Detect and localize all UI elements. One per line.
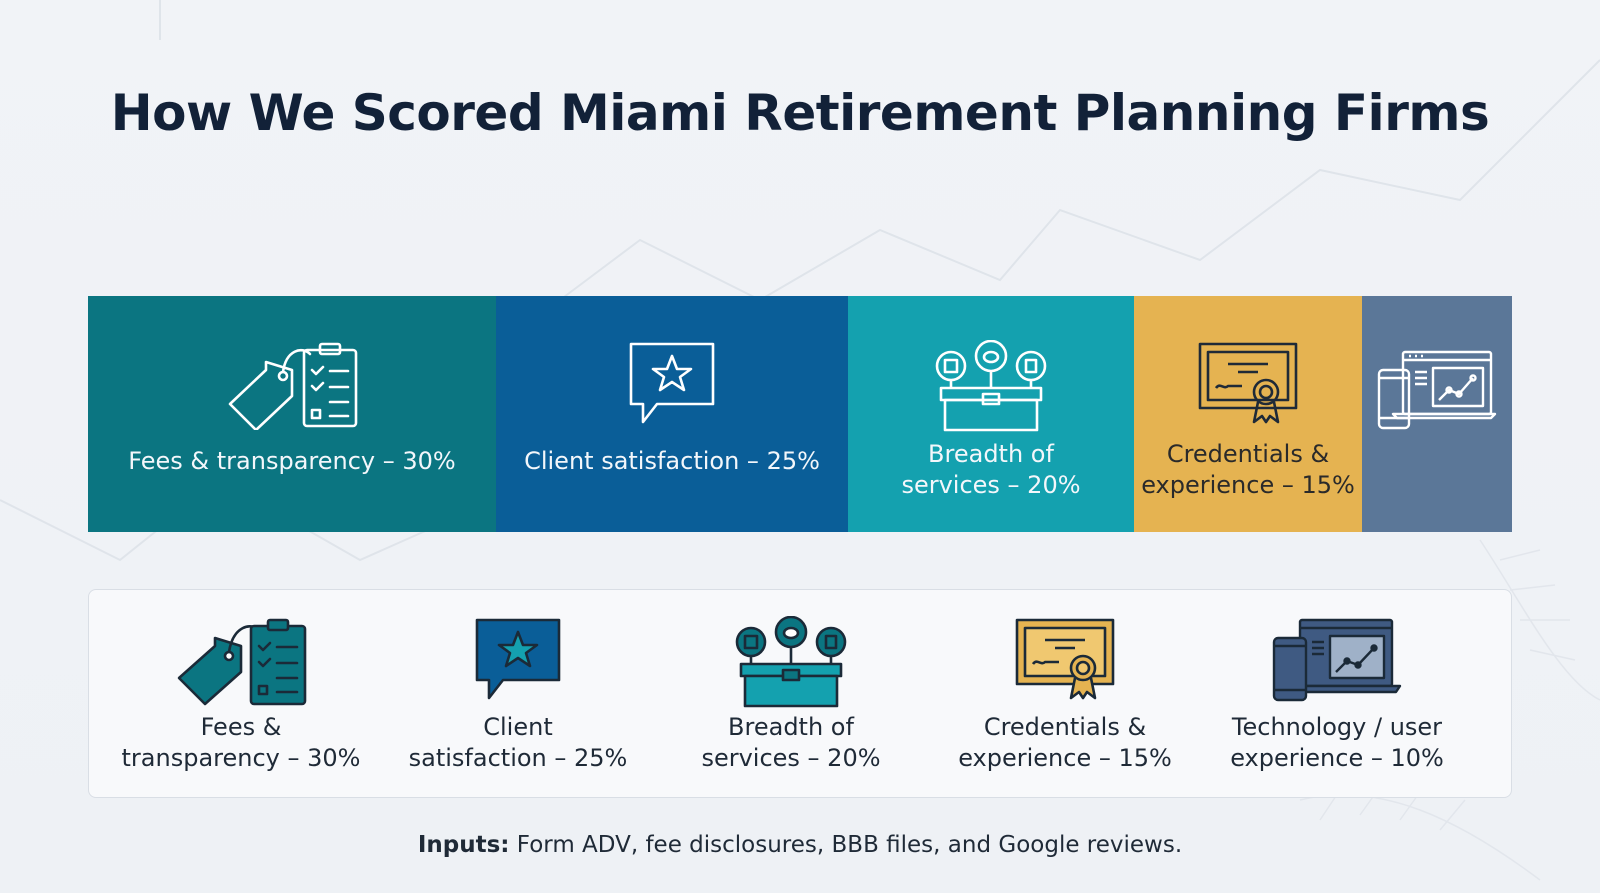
banner-segment-technology: [1362, 296, 1512, 532]
criteria-card: Fees & transparency – 30% Client satisfa…: [88, 589, 1512, 798]
services-toolbox-icon: [733, 615, 849, 712]
services-toolbox-icon: [933, 339, 1049, 436]
criterion-fees-line1: Fees &: [200, 713, 282, 741]
banner-segment-client: Client satisfaction – 25%: [496, 296, 848, 532]
banner-label-client: Client satisfaction – 25%: [524, 447, 820, 475]
inputs-footnote: Inputs: Form ADV, fee disclosures, BBB f…: [0, 832, 1600, 858]
criterion-breadth-line2: services – 20%: [701, 744, 881, 772]
footnote-label: Inputs:: [417, 832, 510, 858]
footnote-text: Form ADV, fee disclosures, BBB files, an…: [509, 832, 1183, 858]
star-speech-bubble-icon: [473, 616, 563, 706]
certificate-icon: [1015, 616, 1115, 706]
price-tag-checklist-icon: [224, 340, 360, 434]
banner-segment-credentials: Credentials & experience – 15%: [1134, 296, 1362, 532]
devices-chart-icon: [1272, 616, 1402, 706]
price-tag-checklist-icon: [173, 616, 309, 710]
banner-segment-breadth: Breadth of services – 20%: [848, 296, 1134, 532]
criterion-credentials-line2: experience – 15%: [958, 744, 1172, 772]
devices-chart-icon: [1377, 348, 1497, 434]
criterion-breadth: Breadth of services – 20%: [651, 590, 931, 797]
banner-label-credentials-line1: Credentials &: [1166, 440, 1330, 468]
criterion-credentials: Credentials & experience – 15%: [925, 590, 1205, 797]
criterion-technology: Technology / user experience – 10%: [1197, 590, 1477, 797]
criterion-technology-line1: Technology / user: [1231, 713, 1443, 741]
weighting-banner: Fees & transparency – 30% Client satisfa…: [88, 296, 1512, 532]
criterion-label-client: Client satisfaction – 25%: [378, 712, 658, 774]
criterion-label-breadth: Breadth of services – 20%: [651, 712, 931, 774]
criterion-label-fees: Fees & transparency – 30%: [101, 712, 381, 774]
banner-label-credentials-line2: experience – 15%: [1141, 471, 1355, 499]
criterion-credentials-line1: Credentials &: [983, 713, 1147, 741]
banner-label-credentials: Credentials & experience – 15%: [1134, 439, 1362, 501]
page-title: How We Scored Miami Retirement Planning …: [110, 84, 1490, 142]
criterion-breadth-line1: Breadth of: [728, 713, 854, 741]
banner-label-breadth-line1: Breadth of: [928, 440, 1054, 468]
certificate-icon: [1198, 340, 1298, 430]
criterion-technology-line2: experience – 10%: [1230, 744, 1444, 772]
banner-label-fees: Fees & transparency – 30%: [128, 447, 456, 475]
star-speech-bubble-icon: [627, 340, 717, 430]
criterion-fees: Fees & transparency – 30%: [101, 590, 381, 797]
banner-segment-fees: Fees & transparency – 30%: [88, 296, 496, 532]
criterion-client: Client satisfaction – 25%: [378, 590, 658, 797]
banner-label-breadth: Breadth of services – 20%: [848, 439, 1134, 501]
criterion-label-credentials: Credentials & experience – 15%: [925, 712, 1205, 774]
criterion-label-technology: Technology / user experience – 10%: [1197, 712, 1477, 774]
criterion-fees-line2: transparency – 30%: [121, 744, 361, 772]
criterion-client-line2: satisfaction – 25%: [408, 744, 628, 772]
banner-label-breadth-line2: services – 20%: [901, 471, 1081, 499]
criterion-client-line1: Client: [483, 713, 553, 741]
